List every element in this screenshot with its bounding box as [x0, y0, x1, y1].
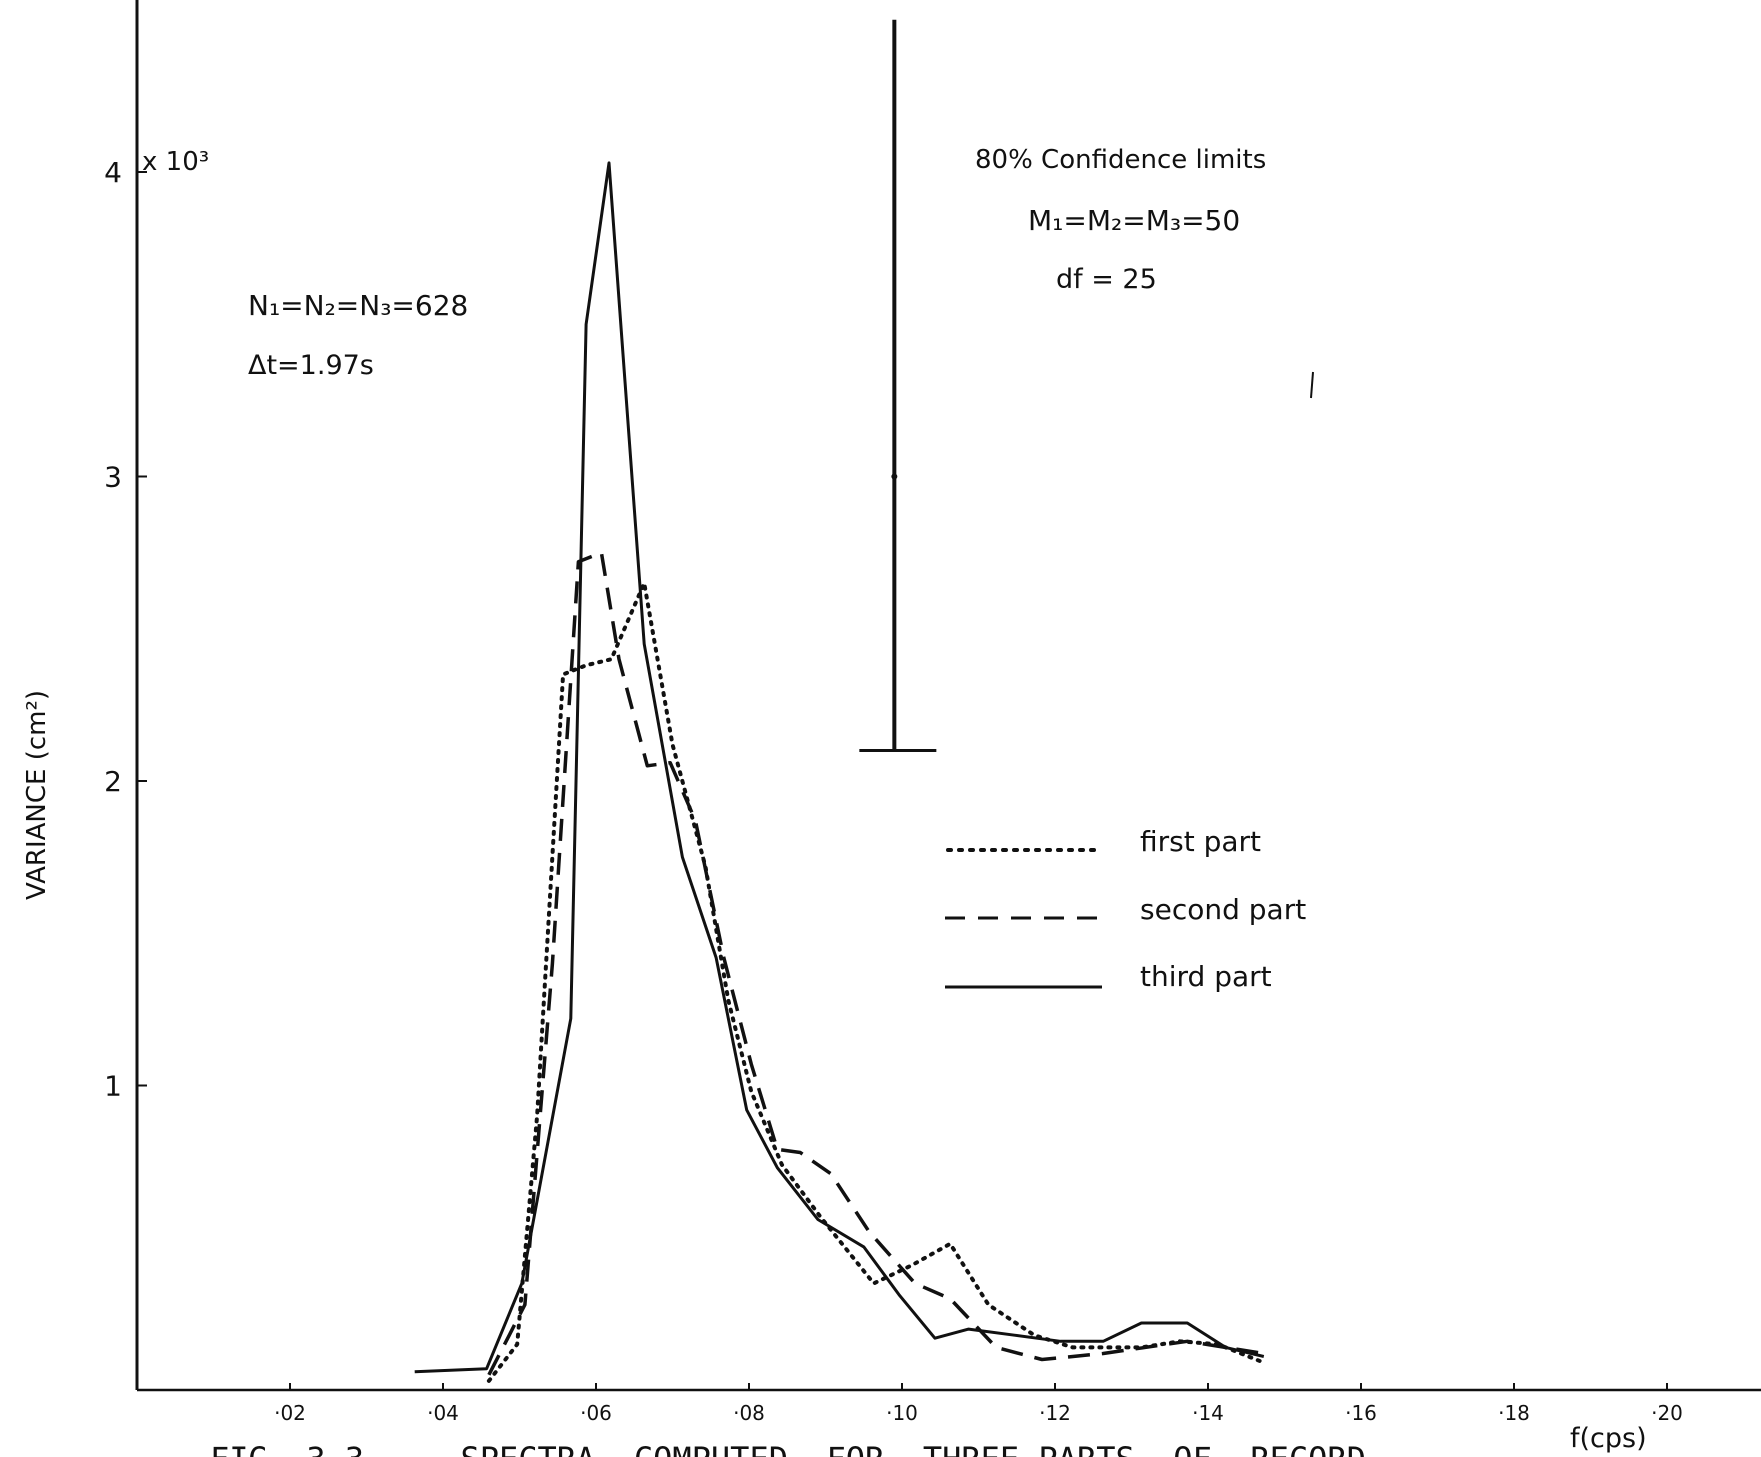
x-tick-label: ·20 — [1651, 1401, 1683, 1425]
confidence-bar — [859, 19, 937, 753]
legend-label-third-part: third part — [1140, 960, 1272, 993]
series-layer — [414, 161, 1266, 1383]
legend: first part second part third part — [945, 825, 1306, 993]
x-tick-label: ·04 — [427, 1401, 459, 1425]
y-ticks: 1 2 3 4 — [104, 156, 147, 1103]
series-line-third-part — [414, 161, 1265, 1374]
x-tick-label: ·06 — [580, 1401, 612, 1425]
dt-annotation: Δt=1.97s — [248, 350, 374, 381]
x-tick-label: ·02 — [274, 1401, 306, 1425]
series-line-first-part — [486, 581, 1266, 1383]
data-point — [1263, 1353, 1264, 1354]
y-tick-label: 4 — [104, 156, 122, 189]
data-point — [950, 1298, 951, 1299]
figure-caption: FIG. 3.3 SPECTRA COMPUTED FOR THREE PART… — [210, 1440, 1366, 1457]
x-tick-label: ·08 — [733, 1401, 765, 1425]
data-point — [869, 1231, 870, 1232]
legend-label-first-part: first part — [1140, 825, 1261, 858]
data-point — [777, 1149, 778, 1150]
y-tick-label: 3 — [104, 461, 122, 494]
series-line-second-part — [487, 550, 1265, 1376]
y-tick-label: 2 — [104, 765, 122, 798]
n-equation: N₁=N₂=N₃=628 — [248, 289, 468, 322]
confidence-label: 80% Confidence limits — [975, 145, 1266, 175]
data-point — [695, 820, 696, 821]
confidence-bar-midpoint — [891, 473, 898, 480]
data-point — [830, 1173, 831, 1174]
data-point — [537, 1115, 538, 1116]
x-tick-label: ·18 — [1498, 1401, 1530, 1425]
legend-label-second-part: second part — [1140, 893, 1306, 926]
x-axis-label: f(cps) — [1570, 1423, 1647, 1454]
data-point — [644, 583, 645, 584]
y-axis-label: VARIANCE (cm²) — [22, 690, 52, 900]
data-point — [911, 1265, 912, 1266]
data-point — [601, 552, 602, 553]
y-multiplier-label: x 10³ — [142, 147, 209, 177]
x-tick-label: ·10 — [886, 1401, 918, 1425]
stray-mark — [1310, 371, 1314, 399]
data-point — [586, 665, 587, 666]
data-point — [1263, 1362, 1264, 1363]
x-tick-label: ·14 — [1192, 1401, 1224, 1425]
x-tick-label: ·12 — [1039, 1401, 1071, 1425]
df-annotation: df = 25 — [1056, 264, 1157, 295]
y-tick-label: 1 — [104, 1070, 122, 1103]
x-tick-label: ·16 — [1345, 1401, 1377, 1425]
data-point — [1034, 1335, 1035, 1336]
data-point — [915, 1283, 916, 1284]
x-ticks: ·02 ·04 ·06 ·08 ·10 ·12 ·14 ·16 ·18 ·20 — [274, 1383, 1683, 1425]
data-point — [996, 1347, 997, 1348]
m-equation: M₁=M₂=M₃=50 — [1028, 204, 1240, 237]
